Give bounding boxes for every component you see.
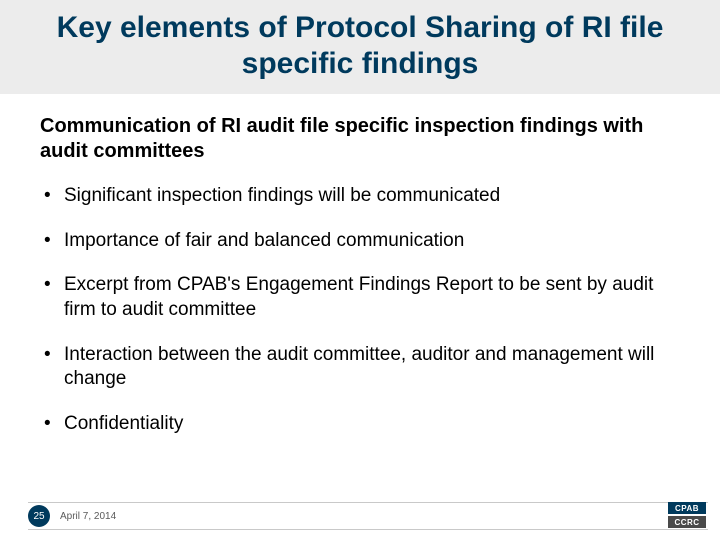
bullet-item: Confidentiality (40, 412, 680, 437)
bullet-item: Significant inspection findings will be … (40, 184, 680, 209)
bullet-item: Interaction between the audit committee,… (40, 343, 680, 392)
content-area: Communication of RI audit file specific … (0, 94, 720, 437)
logo-stack: CPAB CCRC (668, 502, 706, 528)
page-number: 25 (33, 511, 44, 522)
page-number-badge: 25 (28, 505, 50, 527)
title-band: Key elements of Protocol Sharing of RI f… (0, 0, 720, 94)
slide: Key elements of Protocol Sharing of RI f… (0, 0, 720, 540)
logo-cpab: CPAB (668, 502, 706, 514)
logo-ccrc: CCRC (668, 516, 706, 528)
bullet-list: Significant inspection findings will be … (40, 184, 680, 437)
footer-rule-top (28, 502, 708, 503)
slide-title: Key elements of Protocol Sharing of RI f… (20, 10, 700, 82)
bullet-item: Excerpt from CPAB's Engagement Findings … (40, 273, 680, 322)
footer-rule-bottom (28, 529, 708, 530)
footer: 25 April 7, 2014 CPAB CCRC (0, 502, 720, 530)
subheading: Communication of RI audit file specific … (40, 114, 680, 164)
bullet-item: Importance of fair and balanced communic… (40, 229, 680, 254)
footer-date: April 7, 2014 (60, 511, 116, 522)
